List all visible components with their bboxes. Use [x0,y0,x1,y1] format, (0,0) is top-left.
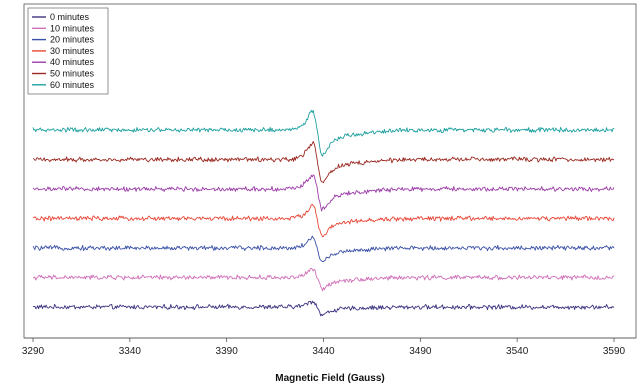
plot-frame [23,3,637,339]
x-tick-label: 3340 [119,346,142,357]
legend-label: 30 minutes [50,46,95,56]
legend-label: 0 minutes [50,12,90,22]
x-tick-label: 3290 [22,346,45,357]
x-ticks: 3290 3340 3390 3440 3490 3540 3590 [22,338,626,357]
series-line-20-minutes [32,235,615,263]
x-tick-label: 3590 [603,346,626,357]
series-line-0-minutes [32,300,615,317]
legend-label: 60 minutes [50,80,95,90]
legend-label: 50 minutes [50,69,95,79]
series-line-40-minutes [32,174,615,212]
legend-label: 10 minutes [50,23,95,33]
legend-label: 20 minutes [50,35,95,45]
x-tick-label: 3440 [312,346,335,357]
x-tick-label: 3390 [216,346,239,357]
series-layer [32,109,615,317]
x-tick-label: 3540 [506,346,529,357]
series-line-50-minutes [32,141,615,184]
x-axis-title: Magnetic Field (Gauss) [275,373,384,384]
series-line-30-minutes [32,203,615,238]
series-line-10-minutes [32,267,615,292]
series-line-60-minutes [32,109,615,157]
x-tick-label: 3490 [409,346,432,357]
legend-label: 40 minutes [50,57,95,67]
